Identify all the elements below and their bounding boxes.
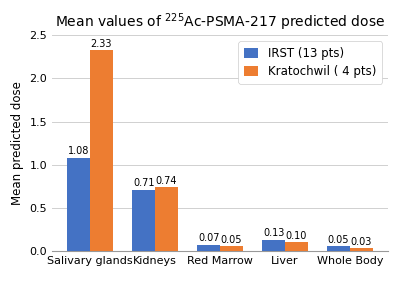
Text: 0.05: 0.05 bbox=[328, 235, 349, 245]
Text: 1.08: 1.08 bbox=[68, 146, 89, 156]
Bar bbox=[285, 242, 308, 251]
Bar bbox=[262, 240, 285, 251]
Legend: IRST (13 pts), Kratochwil ( 4 pts): IRST (13 pts), Kratochwil ( 4 pts) bbox=[238, 41, 382, 84]
Text: 0.74: 0.74 bbox=[156, 176, 177, 186]
Bar bbox=[350, 248, 373, 251]
Title: Mean values of $^{225}$Ac-PSMA-217 predicted dose: Mean values of $^{225}$Ac-PSMA-217 predi… bbox=[55, 12, 385, 33]
Bar bbox=[220, 246, 243, 251]
Bar bbox=[327, 246, 350, 251]
Bar bbox=[67, 158, 90, 251]
Text: 0.13: 0.13 bbox=[263, 228, 284, 238]
Text: 0.05: 0.05 bbox=[221, 235, 242, 245]
Bar bbox=[90, 50, 113, 251]
Text: 0.03: 0.03 bbox=[351, 237, 372, 247]
Bar bbox=[132, 190, 155, 251]
Text: 0.07: 0.07 bbox=[198, 233, 219, 243]
Text: 0.71: 0.71 bbox=[133, 178, 154, 188]
Text: 2.33: 2.33 bbox=[91, 39, 112, 49]
Bar bbox=[197, 245, 220, 251]
Bar bbox=[155, 187, 178, 251]
Y-axis label: Mean predicted dose: Mean predicted dose bbox=[11, 81, 24, 205]
Text: 0.10: 0.10 bbox=[286, 231, 307, 241]
